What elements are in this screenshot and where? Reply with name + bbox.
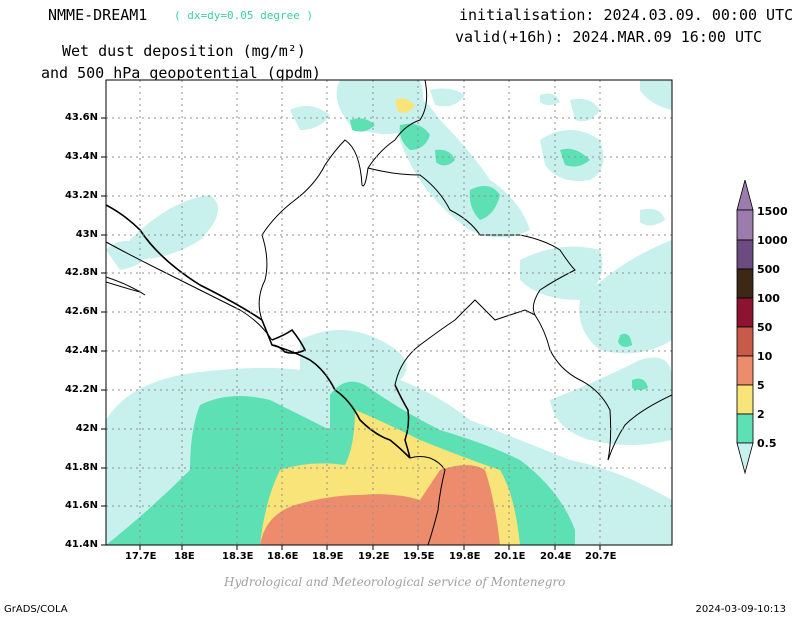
colorbar-cell (736, 209, 754, 241)
init-time: initialisation: 2024.03.09. 00:00 UTC (459, 6, 794, 24)
colorbar-label: 100 (757, 292, 780, 305)
lat-tick-label: 42N (75, 423, 98, 434)
title-line-1: Wet dust deposition (mg/m²) (62, 42, 306, 60)
colorbar-label: 0.5 (757, 437, 777, 450)
map-gridlines (106, 80, 672, 545)
colorbar-label: 10 (757, 350, 773, 363)
lon-tick-label: 18.9E (312, 551, 344, 562)
lat-tick-label: 42.6N (64, 306, 98, 317)
lat-tick-label: 41.6N (64, 500, 98, 511)
colorbar-cell (736, 413, 754, 444)
colorbar (736, 180, 754, 475)
lat-tick-label: 43.4N (64, 151, 98, 162)
title-line-2: and 500 hPa geopotential (gpdm) (41, 64, 321, 82)
lat-tick-label: 41.4N (64, 539, 98, 550)
axis-ticks (101, 117, 601, 550)
colorbar-label: 2 (757, 408, 765, 421)
colorbar-cell (736, 384, 754, 415)
model-name: NMME-DREAM1 (48, 6, 148, 24)
colorbar-label: 1000 (757, 234, 788, 247)
credit-text: Hydrological and Meteorological service … (224, 575, 566, 589)
colorbar-cell (736, 355, 754, 386)
deposition-level-10 (260, 465, 500, 545)
lat-tick-label: 42.8N (64, 267, 98, 278)
lon-tick-label: 18.3E (222, 551, 254, 562)
lon-tick-label: 19.2E (358, 551, 390, 562)
colorbar-cell (736, 297, 754, 328)
valid-time: valid(+16h): 2024.MAR.09 16:00 UTC (455, 28, 763, 46)
lon-tick-label: 20.1E (494, 551, 526, 562)
lon-tick-label: 19.8E (449, 551, 481, 562)
software-label: GrADS/COLA (4, 604, 68, 615)
lat-tick-label: 43.2N (64, 190, 98, 201)
colorbar-cell (736, 239, 754, 270)
colorbar-label: 1500 (757, 205, 788, 218)
generation-timestamp: 2024-03-09-10:13 (695, 604, 786, 615)
map-fields (106, 80, 672, 545)
lon-tick-label: 20.4E (540, 551, 572, 562)
colorbar-tip-top (736, 180, 754, 211)
lat-tick-label: 41.8N (64, 462, 98, 473)
colorbar-cell (736, 326, 754, 357)
colorbar-cell (736, 268, 754, 299)
colorbar-tip-bottom (736, 442, 754, 475)
lat-tick-label: 42.2N (64, 384, 98, 395)
lat-tick-label: 43.6N (64, 112, 98, 123)
lon-tick-label: 19.5E (403, 551, 435, 562)
lon-tick-label: 20.7E (585, 551, 617, 562)
lon-tick-label: 18.6E (267, 551, 299, 562)
lon-tick-label: 18E (174, 551, 195, 562)
model-resolution: ( dx=dy=0.05 degree ) (174, 9, 314, 22)
lat-tick-label: 43N (75, 229, 98, 240)
colorbar-label: 5 (757, 379, 765, 392)
colorbar-label: 500 (757, 263, 780, 276)
colorbar-label: 50 (757, 321, 773, 334)
lon-tick-label: 17.7E (125, 551, 157, 562)
lat-tick-label: 42.4N (64, 345, 98, 356)
